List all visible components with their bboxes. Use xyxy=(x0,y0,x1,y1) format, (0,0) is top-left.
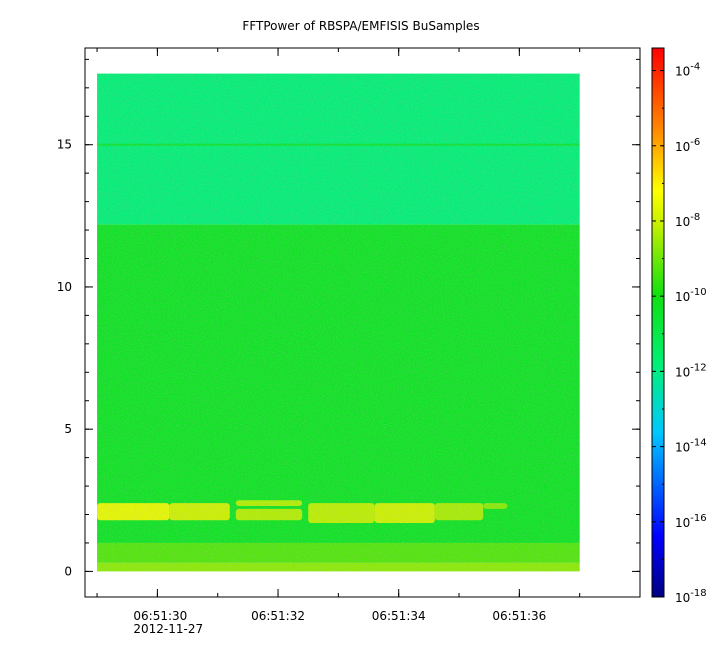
chart-title: FFTPower of RBSPA/EMFISIS BuSamples xyxy=(242,19,479,33)
colorbar-tick-label: 10-4 xyxy=(675,62,700,79)
colorbar-tick-label: 10-8 xyxy=(675,212,700,229)
colorbar-tick-label: 10-10 xyxy=(675,287,707,304)
colorbar-tick-label: 10-18 xyxy=(675,588,707,605)
y-axis: 0 5 10 15 xyxy=(57,58,640,578)
colorbar-tick-label: 10-14 xyxy=(675,438,707,455)
colorbar-tick-label: 10-6 xyxy=(675,137,700,154)
x-tick-label: 06:51:36 xyxy=(492,609,546,623)
colorbar-tick-label: 10-12 xyxy=(675,362,707,379)
y-tick-label: 10 xyxy=(57,280,72,294)
colorbar-tick-label: 10-16 xyxy=(675,513,707,530)
x-tick-date-label: 2012-11-27 xyxy=(133,622,203,636)
plot-frame xyxy=(84,47,641,598)
x-tick-label: 06:51:30 xyxy=(133,609,187,623)
y-tick-label: 15 xyxy=(57,138,72,152)
x-tick-label: 06:51:32 xyxy=(251,609,305,623)
noise-texture xyxy=(97,73,580,572)
y-tick-label: 5 xyxy=(64,422,72,436)
y-tick-label: 0 xyxy=(64,564,72,578)
colorbar xyxy=(651,47,665,598)
colorbar-gradient xyxy=(651,47,665,598)
x-tick-label: 06:51:34 xyxy=(372,609,426,623)
colorbar-ticks: 10-4 10-6 10-8 10-10 10-12 10-14 10-16 10-18 xyxy=(652,62,707,605)
spectrogram-texture xyxy=(97,73,580,572)
